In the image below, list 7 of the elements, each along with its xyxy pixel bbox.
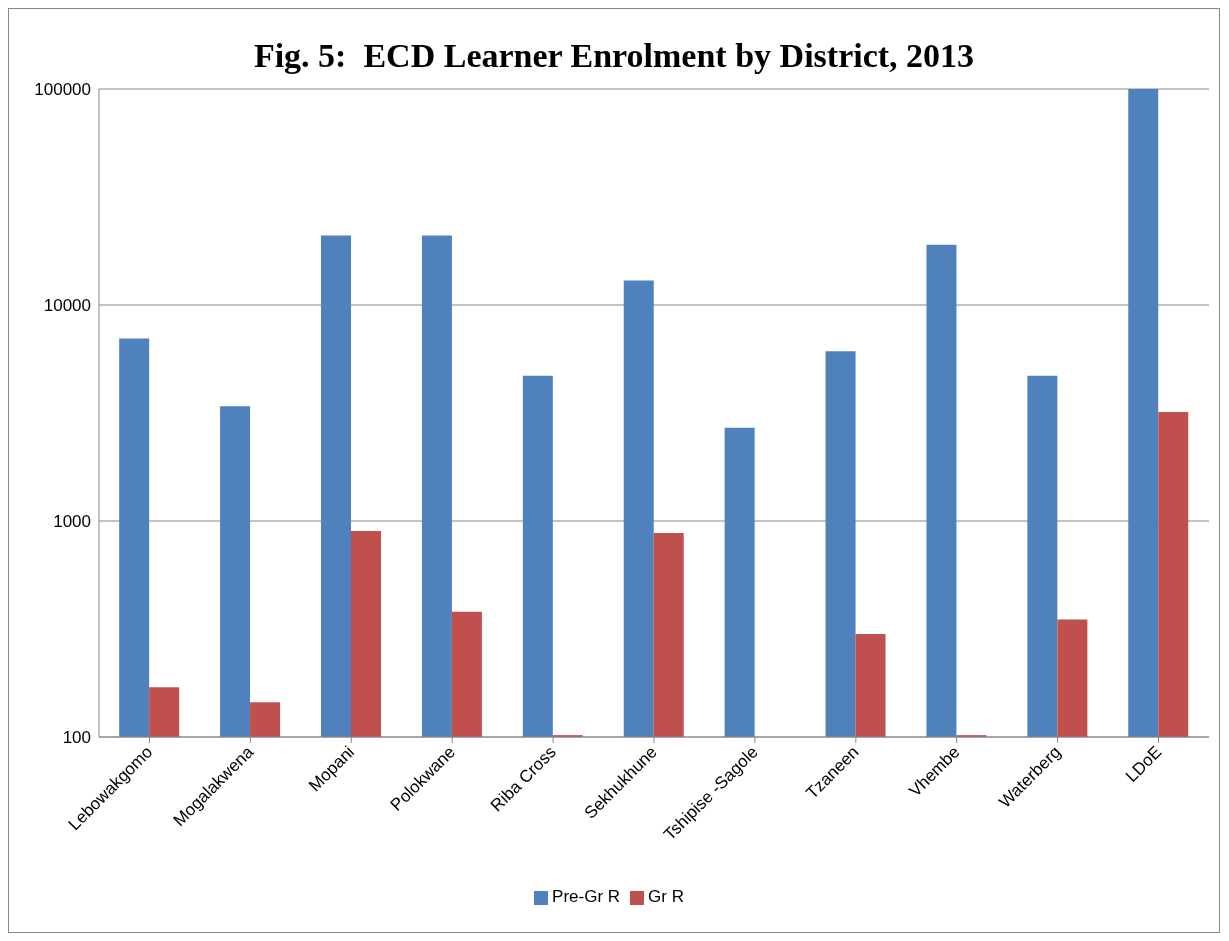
chart-title: Fig. 5: ECD Learner Enrolment by District, 2013 (252, 37, 976, 76)
y-tick-label: 1000 (53, 512, 91, 532)
y-tick-label: 100 (62, 728, 91, 748)
y-tick-label: 100000 (34, 80, 91, 100)
legend-label: Pre-Gr R (552, 887, 621, 906)
legend-label: Gr R (648, 887, 684, 906)
y-tick-label: 10000 (43, 296, 91, 316)
